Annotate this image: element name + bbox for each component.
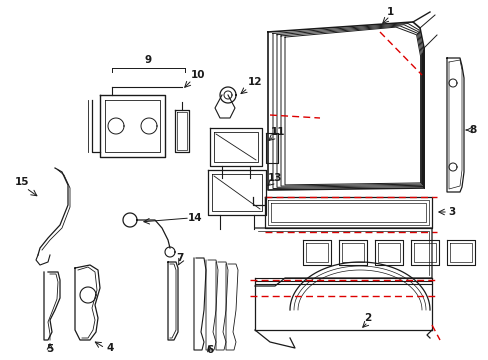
Text: 6: 6 (206, 345, 213, 355)
Text: 3: 3 (447, 207, 455, 217)
Text: 1: 1 (386, 7, 393, 17)
Text: 7: 7 (176, 253, 183, 263)
Text: 2: 2 (364, 313, 371, 323)
Text: 5: 5 (46, 344, 54, 354)
Text: 8: 8 (468, 125, 476, 135)
Text: 15: 15 (15, 177, 29, 187)
Text: 10: 10 (190, 70, 205, 80)
Text: 11: 11 (270, 127, 285, 137)
Text: 4: 4 (106, 343, 113, 353)
Text: 13: 13 (267, 173, 282, 183)
Text: 14: 14 (187, 213, 202, 223)
Text: 12: 12 (247, 77, 262, 87)
Text: 9: 9 (144, 55, 151, 65)
